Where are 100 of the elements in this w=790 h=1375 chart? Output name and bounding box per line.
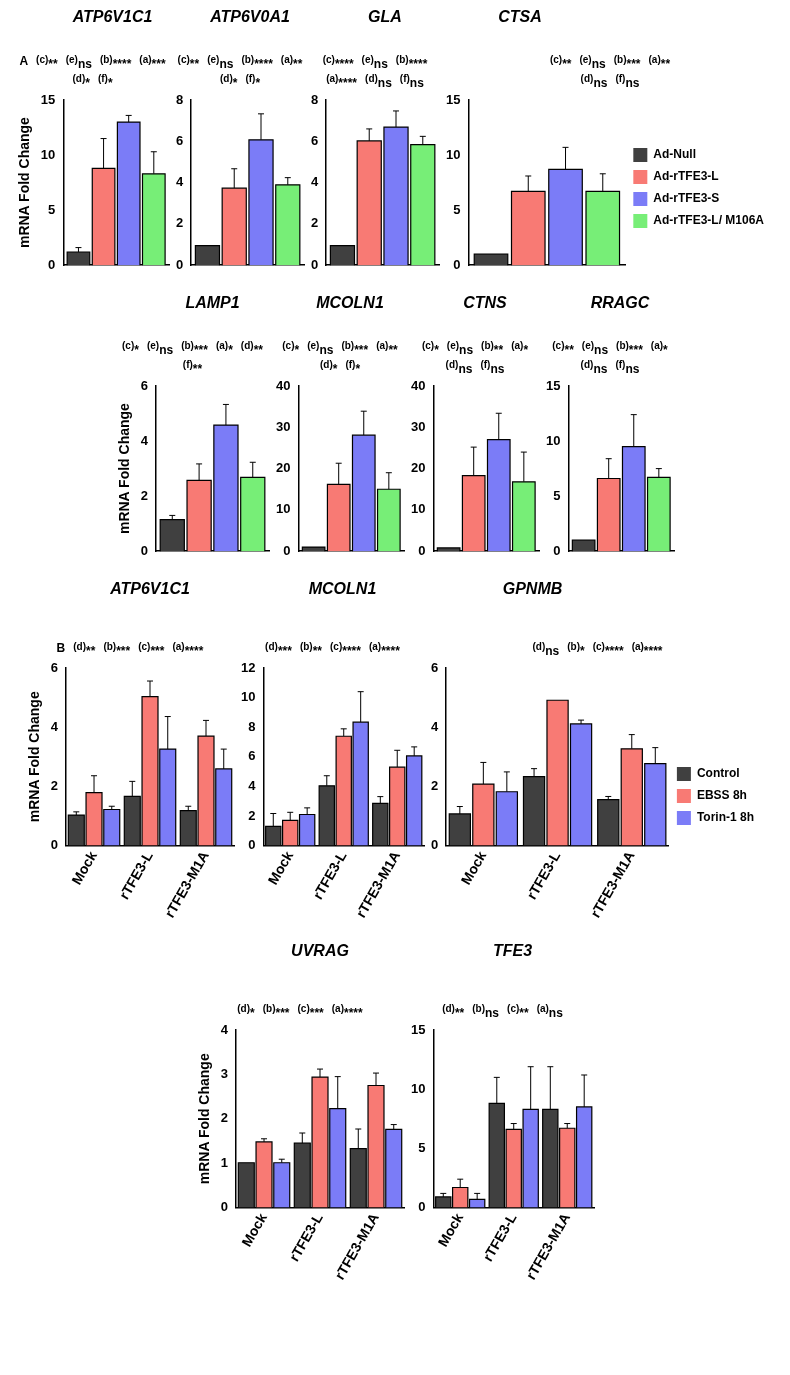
y-tick-label: 20	[410, 460, 425, 476]
y-tick-label: 4	[175, 174, 184, 190]
text: $^{(a)}$***	[139, 54, 166, 71]
text: $^{(a)}$*	[511, 340, 529, 357]
text: $^{(c)}$**	[552, 340, 574, 357]
text: $^{(d)}$**	[442, 1003, 465, 1020]
y-tick-label: 0	[417, 1199, 425, 1215]
y-axis-title: mRNA Fold Change	[25, 691, 42, 823]
text: $^{(f)}$ns	[615, 73, 640, 90]
text: $^{(a)}$****	[326, 73, 358, 90]
y-tick-label: 30	[275, 418, 290, 434]
y-tick-label: 40	[275, 377, 290, 393]
y-tick-label: 6	[175, 132, 183, 148]
y-tick-label: 2	[310, 215, 318, 231]
y-tick-label: 0	[310, 256, 318, 272]
y-tick-label: 6	[140, 377, 148, 393]
text: B	[56, 641, 66, 657]
text: $^{(b)}$****	[99, 54, 132, 71]
text: $^{(f)}$*	[245, 73, 261, 90]
text: $^{(c)}$**	[177, 54, 200, 71]
y-tick-label: 0	[220, 1199, 228, 1215]
y-tick-label: 12	[240, 659, 255, 675]
y-tick-label: 3	[220, 1065, 228, 1081]
legend-label: Control	[696, 766, 740, 781]
text: $^{(b)}$**	[299, 641, 323, 658]
text: $^{(b)}$***	[262, 1003, 290, 1020]
text: $^{(c)}$*	[122, 340, 139, 357]
y-tick-label: 0	[175, 256, 183, 272]
y-tick-label: 10	[545, 432, 560, 448]
text: $^{(a)}$**	[376, 340, 398, 357]
text: $^{(d)}$ns	[580, 73, 608, 90]
text: $^{(e)}$ns	[307, 340, 334, 357]
text: $^{(e)}$ns	[65, 54, 92, 71]
y-tick-label: 0	[47, 256, 55, 272]
chart-title: TFE3	[491, 942, 533, 960]
chart-title: ATP6V1C1	[71, 8, 153, 26]
y-tick-label: 15	[40, 91, 55, 107]
y-tick-label: 4	[310, 174, 319, 190]
chart-title: ATP6V1C1	[109, 580, 190, 598]
y-tick-label: 10	[40, 146, 55, 162]
y-tick-label: 0	[430, 837, 438, 853]
y-axis-title: mRNA Fold Change	[15, 116, 32, 249]
text: $^{(a)}$****	[631, 641, 663, 658]
y-tick-label: 15	[445, 91, 460, 107]
text: $^{(d)}$*	[219, 73, 238, 90]
text: $^{(b)}$*	[567, 641, 585, 658]
text: $^{(d)}$ns	[580, 359, 608, 376]
chart-title: RRAGC	[589, 294, 650, 312]
y-tick-label: 2	[175, 215, 183, 231]
text: $^{(a)}$ns	[536, 1003, 563, 1020]
text: $^{(b)}$ns	[472, 1003, 500, 1020]
text: $^{(b)}$****	[241, 54, 273, 71]
chart-title: ATP6V0A1	[209, 8, 290, 26]
y-tick-label: 5	[552, 487, 560, 503]
text: $^{(d)}$*	[237, 1003, 255, 1020]
y-tick-label: 0	[552, 542, 560, 558]
chart-title: UVRAG	[290, 942, 349, 960]
y-tick-label: 10	[445, 146, 460, 162]
y-tick-label: 6	[430, 659, 438, 675]
y-tick-label: 2	[247, 807, 255, 823]
text: $^{(c)}$**	[507, 1003, 529, 1020]
y-tick-label: 4	[220, 1021, 229, 1037]
y-tick-label: 0	[417, 542, 425, 558]
y-tick-label: 4	[430, 718, 439, 734]
y-tick-label: 8	[175, 91, 183, 107]
text: $^{(b)}$***	[616, 340, 643, 357]
text: $^{(d)}$***	[265, 641, 292, 658]
text: $^{(b)}$****	[395, 54, 428, 71]
text: $^{(a)}$**	[280, 54, 303, 71]
text: $^{(a)}$****	[368, 641, 400, 658]
y-tick-label: 0	[247, 837, 255, 853]
text: $^{(c)}$****	[322, 54, 354, 71]
y-tick-label: 0	[282, 542, 290, 558]
text: $^{(a)}$**	[648, 54, 671, 71]
text: $^{(b)}$***	[103, 641, 131, 658]
y-tick-label: 6	[50, 659, 58, 675]
text: $^{(c)}$**	[549, 54, 572, 71]
text: $^{(c)}$*	[421, 340, 439, 357]
y-tick-label: 10	[410, 1080, 425, 1096]
text: $^{(c)}$**	[36, 54, 58, 71]
y-tick-label: 10	[410, 501, 425, 517]
text: $^{(c)}$***	[138, 641, 165, 658]
text: $^{(f)}$**	[182, 359, 203, 376]
y-tick-label: 6	[310, 132, 318, 148]
chart-title: GPNMB	[501, 580, 564, 598]
text: $^{(d)}$ns	[532, 641, 560, 658]
legend-label: Ad-rTFE3-S	[652, 191, 719, 206]
y-tick-label: 8	[247, 718, 255, 734]
text: $^{(f)}$*	[345, 359, 361, 376]
text: $^{(a)}$****	[172, 641, 204, 658]
text: A	[19, 54, 29, 70]
y-tick-label: 20	[275, 460, 290, 476]
y-tick-label: 4	[247, 777, 256, 793]
text: $^{(b)}$***	[613, 54, 641, 71]
text: $^{(f)}$ns	[399, 73, 424, 90]
legend-label: EBSS 8h	[696, 788, 747, 803]
y-tick-label: 0	[452, 256, 460, 272]
text: $^{(b)}$**	[481, 340, 504, 357]
y-tick-label: 2	[140, 487, 148, 503]
y-tick-label: 15	[410, 1021, 425, 1037]
